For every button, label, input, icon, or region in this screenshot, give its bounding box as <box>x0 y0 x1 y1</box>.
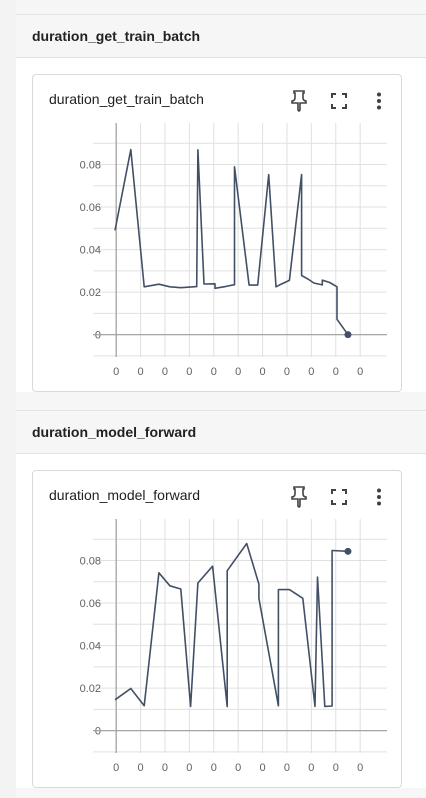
card-title: duration_get_train_batch <box>49 91 204 107</box>
x-tick-label: 0 <box>284 366 290 378</box>
left-strip <box>0 0 16 798</box>
x-tick-label: 0 <box>186 366 192 378</box>
y-tick-label: 0.08 <box>80 159 101 171</box>
x-tick-label: 0 <box>113 762 119 774</box>
section-top-gap <box>16 0 426 14</box>
series-line <box>114 148 349 336</box>
section-title: duration_model_forward <box>32 424 197 440</box>
y-tick-label: 0.04 <box>80 641 101 653</box>
pin-icon[interactable] <box>287 485 311 509</box>
y-tick-label: 0.06 <box>80 202 101 214</box>
x-tick-label: 0 <box>162 366 168 378</box>
y-tick-label: 0.06 <box>80 598 101 610</box>
chart-card: duration_model_forward 0 0 0 0 0 0 0 0 0 0 0 0 0.02 0… <box>32 470 402 788</box>
card-title: duration_model_forward <box>49 487 200 503</box>
x-tick-label: 0 <box>138 366 144 378</box>
y-tick-label: 0.08 <box>80 555 101 567</box>
x-tick-label: 0 <box>235 366 241 378</box>
x-tick-label: 0 <box>186 762 192 774</box>
x-tick-label: 0 <box>284 762 290 774</box>
x-tick-label: 0 <box>357 366 363 378</box>
x-tick-label: 0 <box>113 366 119 378</box>
more-vert-icon[interactable] <box>367 89 391 113</box>
y-tick-label: 0 <box>95 330 101 342</box>
line-chart: 0 0 0 0 0 0 0 0 0 0 0 0 0.02 0.04 0.06 0.08 <box>80 123 387 378</box>
x-tick-label: 0 <box>308 762 314 774</box>
fullscreen-icon[interactable] <box>327 89 351 113</box>
pin-icon[interactable] <box>287 89 311 113</box>
section-bottom-gap <box>16 788 426 798</box>
y-tick-label: 0.02 <box>80 683 101 695</box>
section-title: duration_get_train_batch <box>32 28 201 44</box>
y-tick-label: 0.02 <box>80 287 101 299</box>
y-tick-label: 0.04 <box>80 245 101 257</box>
x-tick-label: 0 <box>333 366 339 378</box>
chart-card: duration_get_train_batch 0 0 0 0 0 0 0 0 0 0 0 0 0.0… <box>32 74 402 392</box>
y-tick-label: 0 <box>95 726 101 738</box>
more-vert-icon[interactable] <box>367 485 391 509</box>
x-tick-label: 0 <box>138 762 144 774</box>
x-tick-label: 0 <box>211 762 217 774</box>
last-point-marker <box>344 547 352 555</box>
x-tick-label: 0 <box>308 366 314 378</box>
x-tick-label: 0 <box>357 762 363 774</box>
x-tick-label: 0 <box>333 762 339 774</box>
x-tick-label: 0 <box>260 366 266 378</box>
fullscreen-icon[interactable] <box>327 485 351 509</box>
section-gap <box>16 392 426 410</box>
x-tick-label: 0 <box>211 366 217 378</box>
section-header[interactable]: duration_get_train_batch <box>16 14 426 58</box>
last-point-marker <box>344 331 352 339</box>
section-header[interactable]: duration_model_forward <box>16 410 426 454</box>
line-chart: 0 0 0 0 0 0 0 0 0 0 0 0 0.02 0.04 0.06 0.08 <box>80 519 387 774</box>
x-tick-label: 0 <box>260 762 266 774</box>
x-tick-label: 0 <box>162 762 168 774</box>
series-line <box>114 542 349 708</box>
x-tick-label: 0 <box>235 762 241 774</box>
